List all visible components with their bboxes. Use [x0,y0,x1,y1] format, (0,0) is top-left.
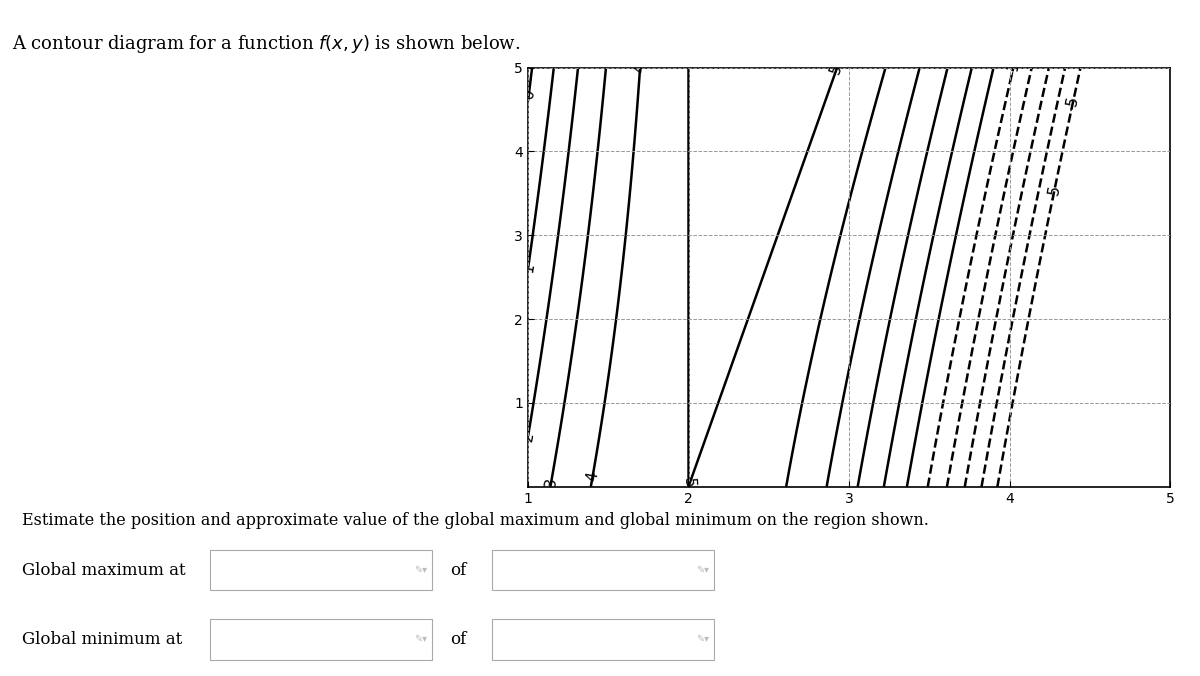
Text: -5: -5 [1063,95,1081,113]
Text: ✎▾: ✎▾ [414,635,427,644]
Text: 3: 3 [542,477,559,489]
Text: 5: 5 [828,62,845,76]
Text: -1: -1 [1004,59,1022,78]
Text: 4: 4 [584,471,601,483]
Text: ✎▾: ✎▾ [696,635,709,644]
FancyBboxPatch shape [210,619,432,660]
Text: 1: 1 [520,262,536,274]
Text: Global minimum at: Global minimum at [22,631,182,648]
Text: of: of [450,562,467,579]
Text: ✎▾: ✎▾ [696,565,709,575]
Text: 2: 2 [520,431,536,442]
FancyBboxPatch shape [492,550,714,590]
Text: of: of [450,631,467,648]
Text: 0: 0 [521,88,536,99]
Text: -5: -5 [1045,184,1063,201]
FancyBboxPatch shape [210,550,432,590]
Text: A contour diagram for a function $f(x, y)$ is shown below.: A contour diagram for a function $f(x, y… [12,33,521,55]
Text: 5: 5 [680,477,696,487]
FancyBboxPatch shape [492,619,714,660]
Text: 4: 4 [632,63,648,74]
Text: Estimate the position and approximate value of the global maximum and global min: Estimate the position and approximate va… [22,512,929,529]
Text: ✎▾: ✎▾ [414,565,427,575]
Text: Global maximum at: Global maximum at [22,562,185,579]
